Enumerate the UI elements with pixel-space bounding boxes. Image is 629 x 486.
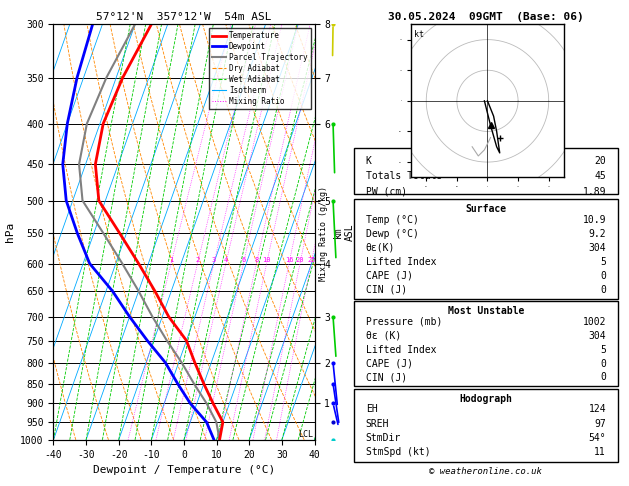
Text: kt: kt bbox=[414, 31, 424, 39]
Title: 57°12'N  357°12'W  54m ASL: 57°12'N 357°12'W 54m ASL bbox=[96, 12, 272, 22]
Text: 1: 1 bbox=[169, 257, 174, 263]
Text: θε(K): θε(K) bbox=[365, 243, 395, 253]
Text: 45: 45 bbox=[594, 171, 606, 181]
Text: Mixing Ratio (g/kg): Mixing Ratio (g/kg) bbox=[320, 186, 328, 281]
Text: Pressure (mb): Pressure (mb) bbox=[365, 317, 442, 327]
Text: 0: 0 bbox=[600, 271, 606, 281]
Text: LCL: LCL bbox=[298, 430, 313, 439]
Text: 10.9: 10.9 bbox=[582, 215, 606, 225]
Text: Lifted Index: Lifted Index bbox=[365, 257, 436, 267]
Text: 20: 20 bbox=[296, 257, 304, 263]
Text: Surface: Surface bbox=[465, 204, 506, 214]
Text: 54°: 54° bbox=[589, 433, 606, 443]
Text: 11: 11 bbox=[594, 447, 606, 457]
Text: Lifted Index: Lifted Index bbox=[365, 345, 436, 355]
Y-axis label: km
ASL: km ASL bbox=[333, 223, 355, 241]
Text: StmDir: StmDir bbox=[365, 433, 401, 443]
Text: 5: 5 bbox=[600, 257, 606, 267]
Text: 6: 6 bbox=[242, 257, 246, 263]
Text: Temp (°C): Temp (°C) bbox=[365, 215, 418, 225]
Text: 25: 25 bbox=[307, 257, 316, 263]
Text: 2: 2 bbox=[196, 257, 200, 263]
Text: EH: EH bbox=[365, 404, 377, 415]
Text: Most Unstable: Most Unstable bbox=[448, 306, 524, 316]
Text: Dewp (°C): Dewp (°C) bbox=[365, 229, 418, 239]
Text: 4: 4 bbox=[224, 257, 228, 263]
Text: θε (K): θε (K) bbox=[365, 331, 401, 341]
Text: 0: 0 bbox=[600, 285, 606, 295]
Text: 0: 0 bbox=[600, 359, 606, 368]
Text: 304: 304 bbox=[589, 331, 606, 341]
Y-axis label: hPa: hPa bbox=[4, 222, 14, 242]
Text: CIN (J): CIN (J) bbox=[365, 372, 407, 382]
Text: Hodograph: Hodograph bbox=[459, 394, 513, 404]
Text: StmSpd (kt): StmSpd (kt) bbox=[365, 447, 430, 457]
Text: 30.05.2024  09GMT  (Base: 06): 30.05.2024 09GMT (Base: 06) bbox=[388, 12, 584, 22]
Text: SREH: SREH bbox=[365, 419, 389, 429]
Text: 10: 10 bbox=[262, 257, 271, 263]
Text: CAPE (J): CAPE (J) bbox=[365, 359, 413, 368]
Text: 1.89: 1.89 bbox=[582, 187, 606, 196]
Text: © weatheronline.co.uk: © weatheronline.co.uk bbox=[430, 467, 542, 476]
Text: 20: 20 bbox=[594, 156, 606, 166]
Text: K: K bbox=[365, 156, 372, 166]
Text: CAPE (J): CAPE (J) bbox=[365, 271, 413, 281]
Text: Totals Totals: Totals Totals bbox=[365, 171, 442, 181]
Text: 9.2: 9.2 bbox=[589, 229, 606, 239]
Text: 5: 5 bbox=[600, 345, 606, 355]
Text: 0: 0 bbox=[600, 372, 606, 382]
Text: 16: 16 bbox=[285, 257, 293, 263]
Text: 97: 97 bbox=[594, 419, 606, 429]
Legend: Temperature, Dewpoint, Parcel Trajectory, Dry Adiabat, Wet Adiabat, Isotherm, Mi: Temperature, Dewpoint, Parcel Trajectory… bbox=[209, 28, 311, 109]
Text: 1002: 1002 bbox=[582, 317, 606, 327]
X-axis label: Dewpoint / Temperature (°C): Dewpoint / Temperature (°C) bbox=[93, 465, 275, 475]
Text: 124: 124 bbox=[589, 404, 606, 415]
Text: PW (cm): PW (cm) bbox=[365, 187, 407, 196]
Text: CIN (J): CIN (J) bbox=[365, 285, 407, 295]
Text: 8: 8 bbox=[254, 257, 259, 263]
Text: 3: 3 bbox=[212, 257, 216, 263]
Text: 304: 304 bbox=[589, 243, 606, 253]
